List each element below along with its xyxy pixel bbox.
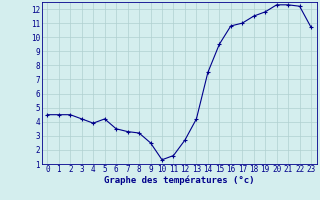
X-axis label: Graphe des températures (°c): Graphe des températures (°c) bbox=[104, 176, 254, 185]
